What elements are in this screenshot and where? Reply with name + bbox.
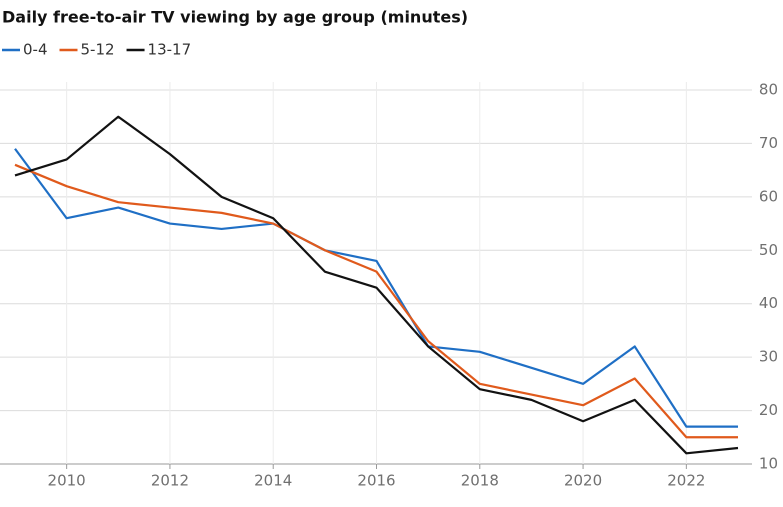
x-tick-label: 2010 bbox=[48, 472, 86, 490]
x-tick-label: 2016 bbox=[357, 472, 395, 490]
legend-label: 0-4 bbox=[23, 41, 48, 59]
x-tick-label: 2018 bbox=[461, 472, 499, 490]
y-tick-label: 10 bbox=[759, 455, 778, 473]
x-tick-label: 2022 bbox=[667, 472, 705, 490]
x-tick-label: 2014 bbox=[254, 472, 292, 490]
y-tick-label: 80 bbox=[759, 81, 778, 99]
series-line bbox=[14, 115, 739, 455]
y-tick-label: 70 bbox=[759, 134, 778, 152]
x-tick-label: 2020 bbox=[564, 472, 602, 490]
y-tick-label: 20 bbox=[759, 401, 778, 419]
y-tick-label: 50 bbox=[759, 241, 778, 259]
y-tick-label: 40 bbox=[759, 294, 778, 312]
legend-label: 5-12 bbox=[81, 41, 115, 59]
series-line bbox=[14, 163, 738, 439]
chart-title: Daily free-to-air TV viewing by age grou… bbox=[2, 8, 468, 27]
y-tick-label: 60 bbox=[759, 187, 778, 205]
series-line bbox=[14, 148, 738, 428]
legend-label: 13-17 bbox=[148, 41, 192, 59]
x-tick-label: 2012 bbox=[151, 472, 189, 490]
y-tick-label: 30 bbox=[759, 348, 778, 366]
